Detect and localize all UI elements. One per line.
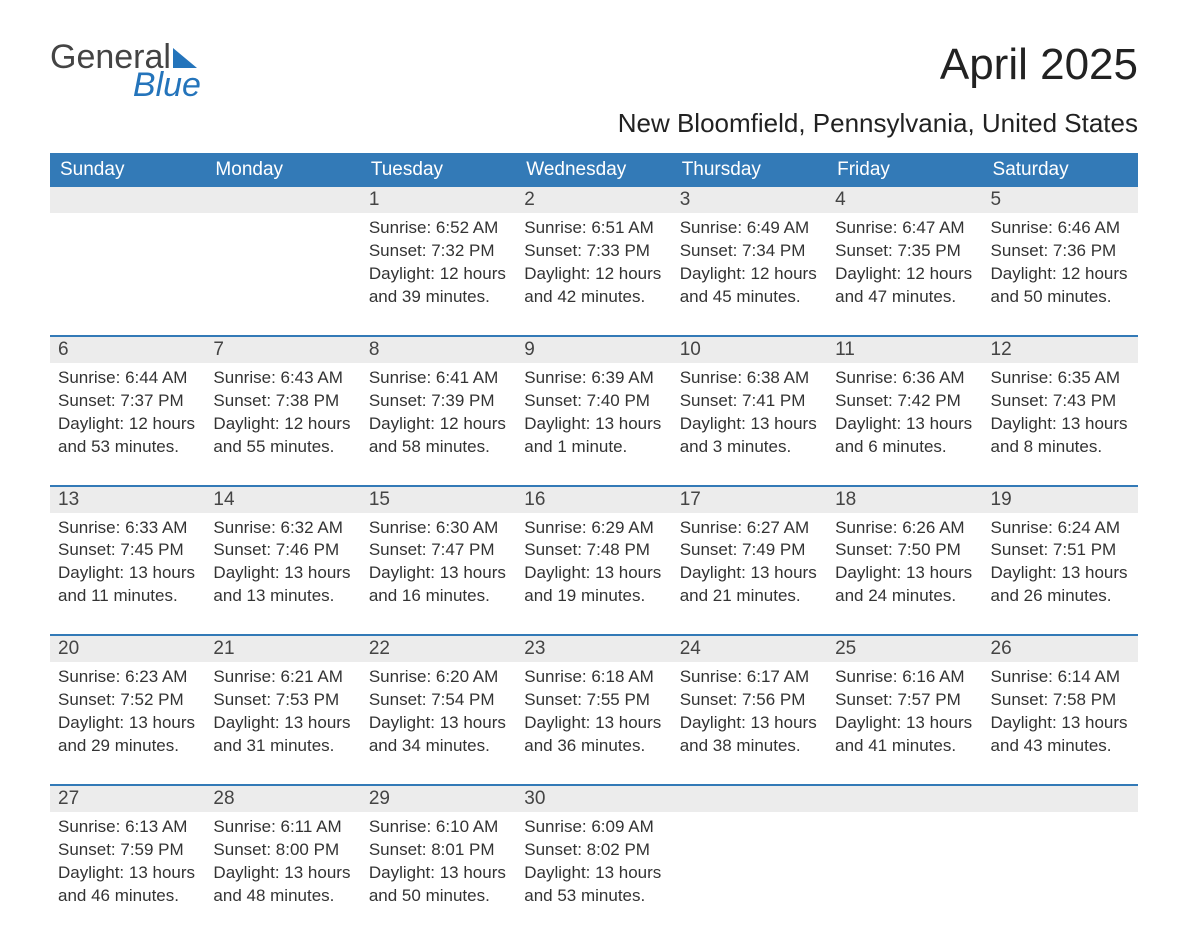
day-header: Wednesday xyxy=(516,153,671,187)
day-number: 24 xyxy=(672,636,827,662)
day-number: 20 xyxy=(50,636,205,662)
day-cell xyxy=(672,812,827,930)
day-cell: Sunrise: 6:17 AM Sunset: 7:56 PM Dayligh… xyxy=(672,662,827,785)
day-number: 30 xyxy=(516,786,671,812)
day-number xyxy=(50,187,205,213)
day-number: 7 xyxy=(205,337,360,363)
day-cell: Sunrise: 6:52 AM Sunset: 7:32 PM Dayligh… xyxy=(361,213,516,336)
day-cell: Sunrise: 6:32 AM Sunset: 7:46 PM Dayligh… xyxy=(205,513,360,636)
day-number-row: 20212223242526 xyxy=(50,636,1138,662)
day-number: 3 xyxy=(672,187,827,213)
day-number: 9 xyxy=(516,337,671,363)
day-cell xyxy=(827,812,982,930)
day-number: 26 xyxy=(983,636,1138,662)
day-number: 12 xyxy=(983,337,1138,363)
day-number: 21 xyxy=(205,636,360,662)
day-number: 14 xyxy=(205,487,360,513)
day-cell: Sunrise: 6:18 AM Sunset: 7:55 PM Dayligh… xyxy=(516,662,671,785)
logo-text-blue: Blue xyxy=(133,66,201,104)
day-number: 29 xyxy=(361,786,516,812)
day-number: 22 xyxy=(361,636,516,662)
day-number-row: 27282930 xyxy=(50,786,1138,812)
day-header: Thursday xyxy=(672,153,827,187)
day-number: 28 xyxy=(205,786,360,812)
day-cell: Sunrise: 6:27 AM Sunset: 7:49 PM Dayligh… xyxy=(672,513,827,636)
day-content-row: Sunrise: 6:52 AM Sunset: 7:32 PM Dayligh… xyxy=(50,213,1138,336)
day-number: 25 xyxy=(827,636,982,662)
day-cell: Sunrise: 6:47 AM Sunset: 7:35 PM Dayligh… xyxy=(827,213,982,336)
day-cell xyxy=(50,213,205,336)
day-content-row: Sunrise: 6:13 AM Sunset: 7:59 PM Dayligh… xyxy=(50,812,1138,930)
day-cell: Sunrise: 6:38 AM Sunset: 7:41 PM Dayligh… xyxy=(672,363,827,486)
day-number: 17 xyxy=(672,487,827,513)
day-number: 8 xyxy=(361,337,516,363)
day-number xyxy=(983,786,1138,812)
day-cell: Sunrise: 6:44 AM Sunset: 7:37 PM Dayligh… xyxy=(50,363,205,486)
day-header-row: SundayMondayTuesdayWednesdayThursdayFrid… xyxy=(50,153,1138,187)
day-number: 2 xyxy=(516,187,671,213)
day-cell: Sunrise: 6:51 AM Sunset: 7:33 PM Dayligh… xyxy=(516,213,671,336)
day-cell: Sunrise: 6:13 AM Sunset: 7:59 PM Dayligh… xyxy=(50,812,205,930)
day-cell: Sunrise: 6:10 AM Sunset: 8:01 PM Dayligh… xyxy=(361,812,516,930)
day-cell: Sunrise: 6:41 AM Sunset: 7:39 PM Dayligh… xyxy=(361,363,516,486)
day-cell: Sunrise: 6:26 AM Sunset: 7:50 PM Dayligh… xyxy=(827,513,982,636)
day-header: Tuesday xyxy=(361,153,516,187)
day-number: 15 xyxy=(361,487,516,513)
day-number xyxy=(205,187,360,213)
day-number: 5 xyxy=(983,187,1138,213)
day-content-row: Sunrise: 6:44 AM Sunset: 7:37 PM Dayligh… xyxy=(50,363,1138,486)
day-number: 27 xyxy=(50,786,205,812)
day-number: 18 xyxy=(827,487,982,513)
day-cell: Sunrise: 6:24 AM Sunset: 7:51 PM Dayligh… xyxy=(983,513,1138,636)
logo: General Blue xyxy=(50,40,201,102)
day-header: Monday xyxy=(205,153,360,187)
day-cell: Sunrise: 6:11 AM Sunset: 8:00 PM Dayligh… xyxy=(205,812,360,930)
day-content-row: Sunrise: 6:23 AM Sunset: 7:52 PM Dayligh… xyxy=(50,662,1138,785)
day-cell: Sunrise: 6:36 AM Sunset: 7:42 PM Dayligh… xyxy=(827,363,982,486)
day-content-row: Sunrise: 6:33 AM Sunset: 7:45 PM Dayligh… xyxy=(50,513,1138,636)
day-number xyxy=(827,786,982,812)
day-cell: Sunrise: 6:33 AM Sunset: 7:45 PM Dayligh… xyxy=(50,513,205,636)
day-cell: Sunrise: 6:49 AM Sunset: 7:34 PM Dayligh… xyxy=(672,213,827,336)
day-number: 23 xyxy=(516,636,671,662)
day-cell: Sunrise: 6:39 AM Sunset: 7:40 PM Dayligh… xyxy=(516,363,671,486)
day-cell: Sunrise: 6:30 AM Sunset: 7:47 PM Dayligh… xyxy=(361,513,516,636)
page-title: April 2025 xyxy=(940,40,1138,90)
day-cell: Sunrise: 6:35 AM Sunset: 7:43 PM Dayligh… xyxy=(983,363,1138,486)
day-cell: Sunrise: 6:20 AM Sunset: 7:54 PM Dayligh… xyxy=(361,662,516,785)
day-number: 19 xyxy=(983,487,1138,513)
location-subtitle: New Bloomfield, Pennsylvania, United Sta… xyxy=(50,108,1138,139)
day-cell: Sunrise: 6:29 AM Sunset: 7:48 PM Dayligh… xyxy=(516,513,671,636)
day-number-row: 6789101112 xyxy=(50,337,1138,363)
day-number: 6 xyxy=(50,337,205,363)
day-number: 1 xyxy=(361,187,516,213)
day-header: Friday xyxy=(827,153,982,187)
day-cell: Sunrise: 6:46 AM Sunset: 7:36 PM Dayligh… xyxy=(983,213,1138,336)
day-cell: Sunrise: 6:14 AM Sunset: 7:58 PM Dayligh… xyxy=(983,662,1138,785)
day-number xyxy=(672,786,827,812)
day-cell: Sunrise: 6:21 AM Sunset: 7:53 PM Dayligh… xyxy=(205,662,360,785)
day-number: 4 xyxy=(827,187,982,213)
day-cell: Sunrise: 6:43 AM Sunset: 7:38 PM Dayligh… xyxy=(205,363,360,486)
calendar-table: SundayMondayTuesdayWednesdayThursdayFrid… xyxy=(50,153,1138,930)
day-number: 13 xyxy=(50,487,205,513)
day-number: 16 xyxy=(516,487,671,513)
day-cell: Sunrise: 6:09 AM Sunset: 8:02 PM Dayligh… xyxy=(516,812,671,930)
day-cell xyxy=(983,812,1138,930)
day-header: Saturday xyxy=(983,153,1138,187)
header: General Blue April 2025 xyxy=(50,40,1138,102)
day-number: 11 xyxy=(827,337,982,363)
day-cell xyxy=(205,213,360,336)
day-cell: Sunrise: 6:23 AM Sunset: 7:52 PM Dayligh… xyxy=(50,662,205,785)
day-number: 10 xyxy=(672,337,827,363)
day-cell: Sunrise: 6:16 AM Sunset: 7:57 PM Dayligh… xyxy=(827,662,982,785)
day-number-row: 13141516171819 xyxy=(50,487,1138,513)
day-header: Sunday xyxy=(50,153,205,187)
day-number-row: 12345 xyxy=(50,187,1138,213)
